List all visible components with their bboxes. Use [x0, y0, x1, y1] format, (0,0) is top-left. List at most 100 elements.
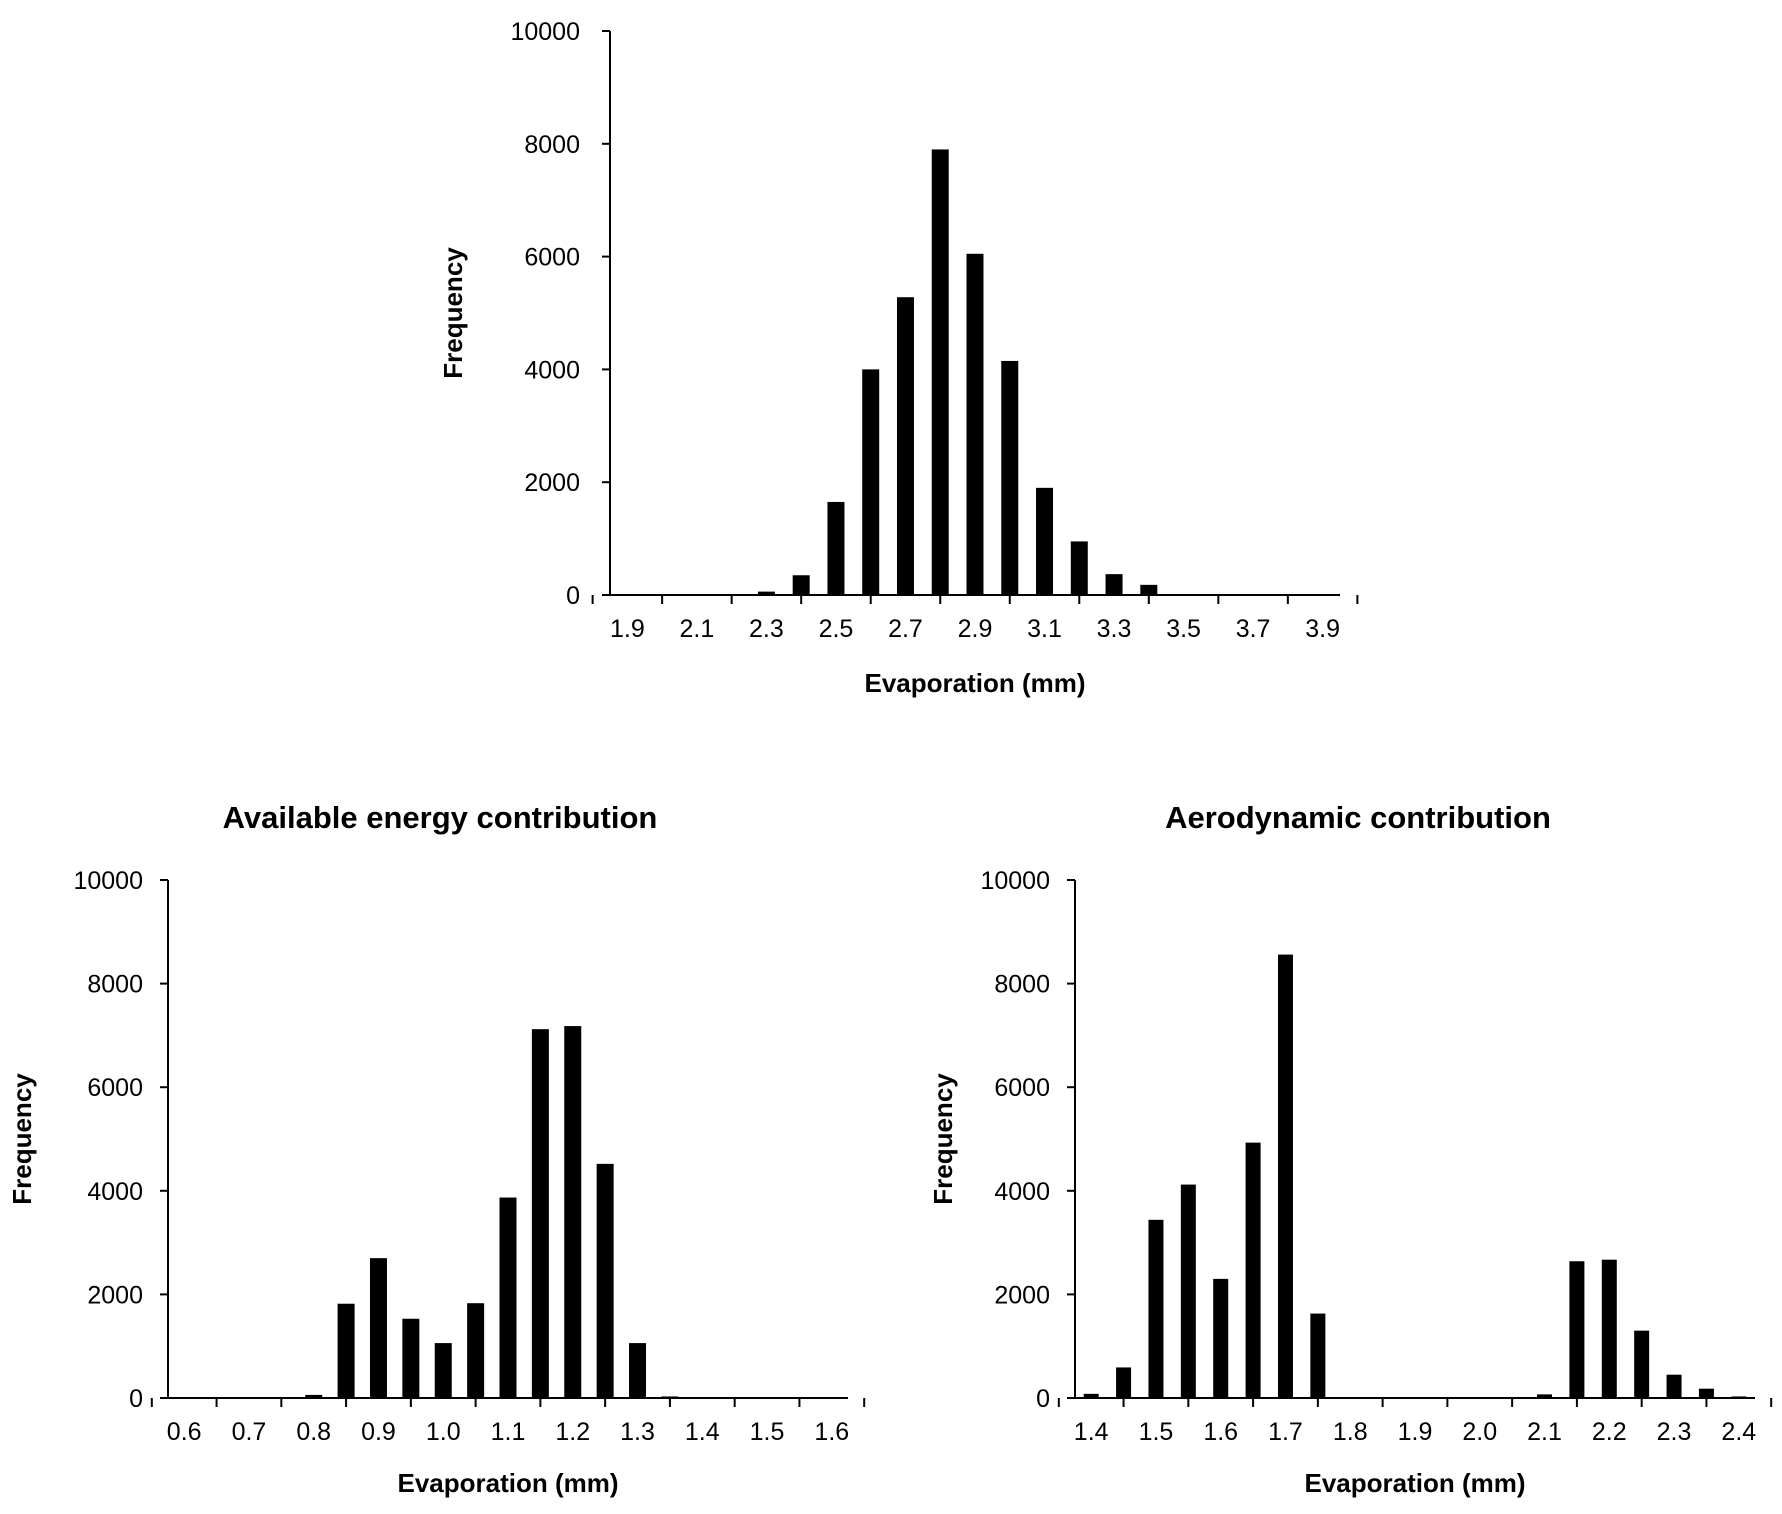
x-tick-label: 3.1 [1027, 615, 1062, 643]
histogram-bar [931, 149, 949, 595]
x-tick-label: 1.6 [814, 1418, 849, 1446]
histogram-bar [1180, 1184, 1196, 1398]
histogram-bar [1001, 360, 1019, 595]
histogram-bar [596, 1163, 614, 1398]
y-tick-label: 6000 [524, 244, 580, 272]
y-tick-label: 8000 [524, 131, 580, 159]
chart-title: Aerodynamic contribution [1165, 800, 1551, 835]
x-tick-label: 2.3 [1657, 1418, 1692, 1446]
histogram-bar [827, 501, 845, 595]
x-tick-label: 1.5 [750, 1418, 785, 1446]
x-tick-label: 1.6 [1203, 1418, 1238, 1446]
x-tick-label: 1.1 [491, 1418, 526, 1446]
chart-title: Available energy contribution [223, 800, 658, 835]
y-axis-label: Frequency [928, 1073, 958, 1205]
histogram-bar [1105, 574, 1123, 595]
chart-available-energy-svg: Available energy contribution 0 2000 4000 60… [7, 800, 866, 1498]
y-axis-label: Frequency [7, 1073, 37, 1205]
y-tick-label: 4000 [994, 1178, 1050, 1206]
histogram-bar [1116, 1367, 1132, 1398]
x-tick-label: 1.9 [610, 615, 645, 643]
histogram-bar [1140, 584, 1158, 595]
x-tick-label: 1.0 [426, 1418, 461, 1446]
y-axis-label: Frequency [438, 247, 468, 379]
chart-main-svg: 0 2000 4000 6000 8000 10000 1.9 2.1 2.3 2.5 2.7 2.9… [438, 18, 1359, 698]
x-tick-label: 1.5 [1139, 1418, 1174, 1446]
histogram-bar [792, 575, 810, 595]
x-tick-label: 2.0 [1462, 1418, 1497, 1446]
x-tick-label: 2.1 [680, 615, 715, 643]
x-tick-label: 3.3 [1097, 615, 1132, 643]
y-tick-label: 6000 [994, 1074, 1050, 1102]
x-tick-label: 0.7 [232, 1418, 267, 1446]
x-tick-label: 1.2 [555, 1418, 590, 1446]
histogram-bar [1731, 1396, 1747, 1398]
x-tick-label: 2.1 [1527, 1418, 1562, 1446]
x-tick-label: 2.5 [819, 615, 854, 643]
y-tick-label: 0 [129, 1385, 143, 1413]
y-tick-label: 4000 [87, 1178, 143, 1206]
histogram-bar [337, 1303, 355, 1398]
x-tick-label: 2.9 [958, 615, 993, 643]
y-tick-label: 4000 [524, 356, 580, 384]
x-tick-label: 1.4 [1074, 1418, 1109, 1446]
histogram-bar [1310, 1313, 1326, 1398]
histogram-bar [757, 591, 775, 595]
y-tick-label: 2000 [994, 1281, 1050, 1309]
histogram-bar [966, 253, 984, 595]
x-axis-label: Evaporation (mm) [397, 1468, 618, 1498]
histogram-bar [305, 1394, 323, 1398]
histogram-bar [629, 1343, 647, 1398]
histogram-bar [1148, 1219, 1164, 1398]
x-tick-label: 3.7 [1236, 615, 1271, 643]
y-tick-label: 8000 [87, 971, 143, 999]
x-axis-label: Evaporation (mm) [1304, 1468, 1525, 1498]
histogram-bar [1036, 487, 1054, 595]
chart-available-energy: Available energy contribution 0 2000 4000 60… [0, 760, 890, 1514]
histogram-bar [1634, 1330, 1650, 1398]
y-tick-label: 8000 [994, 971, 1050, 999]
histogram-bar [1601, 1259, 1617, 1398]
x-tick-label: 2.3 [749, 615, 784, 643]
x-tick-label: 2.7 [888, 615, 923, 643]
histogram-bar [1698, 1388, 1714, 1398]
histogram-bar [862, 369, 880, 595]
histogram-bar [1245, 1142, 1261, 1398]
y-tick-label: 6000 [87, 1074, 143, 1102]
chart-aerodynamic-svg: Aerodynamic contribution 0 2000 4000 6000 800… [928, 800, 1773, 1498]
histogram-bar [531, 1029, 549, 1398]
y-tick-label: 10000 [510, 18, 580, 46]
x-tick-label: 2.4 [1721, 1418, 1756, 1446]
histogram-bar [1277, 954, 1293, 1398]
x-tick-label: 1.7 [1268, 1418, 1303, 1446]
chart-main-evaporation: 0 2000 4000 6000 8000 10000 1.9 2.1 2.3 2.5 2.7 2.9… [0, 0, 1782, 720]
histogram-bar [1070, 541, 1088, 595]
y-tick-label: 10000 [73, 867, 143, 895]
histogram-bar [1213, 1278, 1229, 1398]
histogram-bar [434, 1343, 452, 1398]
histogram-bar [467, 1303, 485, 1398]
y-tick-label: 0 [1036, 1385, 1050, 1413]
y-tick-label: 10000 [980, 867, 1050, 895]
x-tick-label: 1.8 [1333, 1418, 1368, 1446]
histogram-bar [1569, 1261, 1585, 1398]
x-tick-label: 0.9 [361, 1418, 396, 1446]
histogram-bar [1537, 1394, 1553, 1398]
histogram-bar [369, 1258, 387, 1398]
x-tick-label: 3.5 [1166, 615, 1201, 643]
histogram-bar [896, 297, 914, 595]
y-tick-label: 2000 [87, 1281, 143, 1309]
y-tick-label: 0 [566, 582, 580, 610]
x-axis-label: Evaporation (mm) [864, 668, 1085, 698]
y-tick-label: 2000 [524, 469, 580, 497]
histogram-bar [499, 1197, 517, 1398]
x-tick-label: 0.8 [296, 1418, 331, 1446]
x-tick-label: 2.2 [1592, 1418, 1627, 1446]
x-tick-label: 0.6 [167, 1418, 202, 1446]
x-tick-label: 1.4 [685, 1418, 720, 1446]
histogram-bar [564, 1026, 582, 1398]
x-tick-label: 1.9 [1398, 1418, 1433, 1446]
x-tick-label: 1.3 [620, 1418, 655, 1446]
x-tick-label: 3.9 [1305, 615, 1340, 643]
chart-aerodynamic: Aerodynamic contribution 0 2000 4000 6000 800… [900, 760, 1782, 1514]
